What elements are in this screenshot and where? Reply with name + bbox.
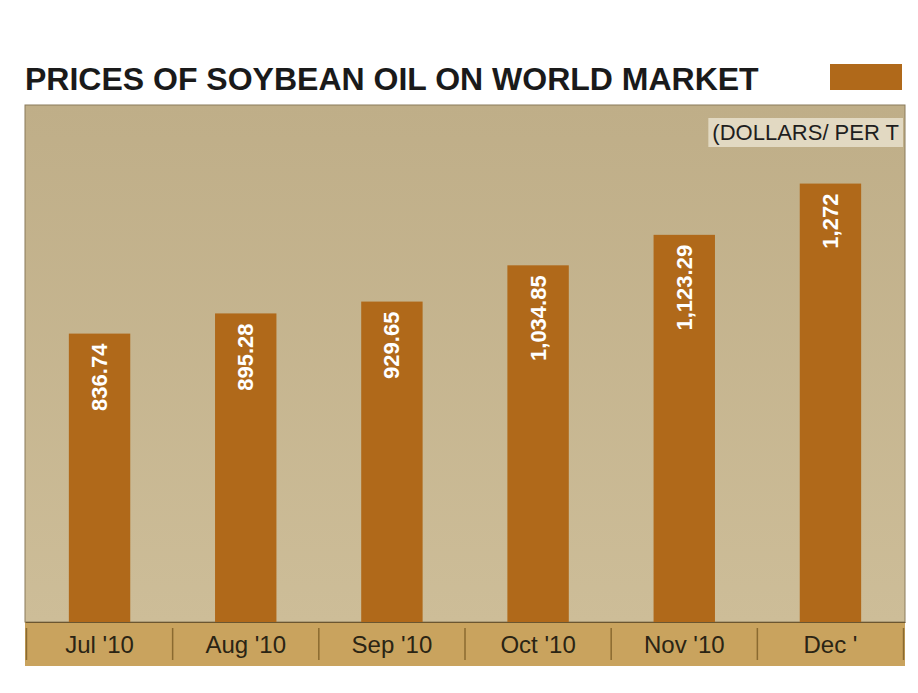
data-label: 1,123.29	[672, 245, 697, 331]
tick-label: Dec '	[803, 631, 857, 658]
data-label: 929.65	[379, 312, 404, 379]
data-label: 1,272	[818, 194, 843, 249]
separator	[610, 628, 612, 660]
tick: Oct '10	[500, 622, 575, 658]
tick: Nov '10	[644, 622, 725, 658]
axis-line	[26, 622, 906, 623]
tick: Dec '	[803, 622, 857, 658]
subtitle: (DOLLARS/ PER T	[712, 120, 899, 145]
tick-label: Nov '10	[644, 631, 725, 658]
separator	[26, 628, 28, 660]
axis-strip	[25, 622, 905, 666]
separator	[464, 628, 466, 660]
bar	[654, 235, 715, 622]
separator	[318, 628, 320, 660]
bars	[69, 184, 861, 622]
tick-label: Jul '10	[65, 631, 134, 658]
subtitle-group: (DOLLARS/ PER T	[708, 118, 903, 147]
tick: Aug '10	[205, 622, 286, 658]
chart: PRICES OF SOYBEAN OIL ON WORLD MARKET Jul…	[0, 0, 918, 693]
separator	[757, 628, 759, 660]
data-label: 836.74	[87, 343, 112, 411]
data-labels: 836.74 895.28 929.65 1,034.85 1,123.29 1,272	[87, 194, 843, 411]
bar	[215, 313, 276, 622]
bar	[800, 184, 861, 622]
separator	[903, 628, 905, 660]
plot-frame	[25, 105, 905, 622]
subtitle-patch	[708, 118, 903, 147]
x-axis: Jul '10 Aug '10 Sep '10 Oct '10 Nov '10 Dec '	[26, 622, 906, 658]
bar	[69, 334, 130, 622]
separator	[172, 628, 174, 660]
bar	[507, 265, 568, 622]
tick-label: Sep '10	[352, 631, 433, 658]
tick: Sep '10	[352, 622, 433, 658]
tick-label: Oct '10	[500, 631, 575, 658]
data-label: 895.28	[233, 323, 258, 390]
bar	[361, 302, 422, 622]
tick: Jul '10	[65, 622, 134, 658]
title: PRICES OF SOYBEAN OIL ON WORLD MARKET	[25, 61, 759, 97]
title-swatch	[830, 64, 902, 90]
data-label: 1,034.85	[526, 275, 551, 361]
tick-label: Aug '10	[205, 631, 286, 658]
